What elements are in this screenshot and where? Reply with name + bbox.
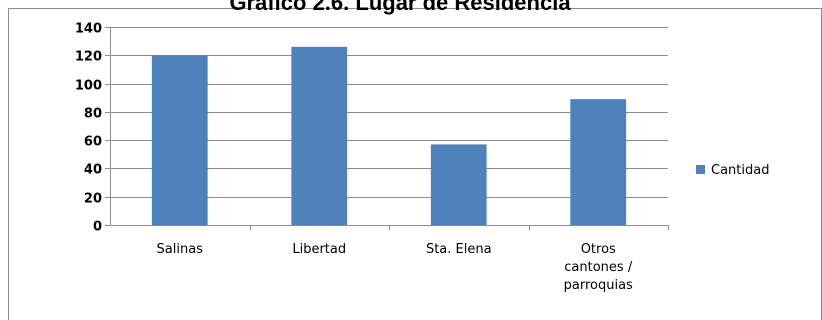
y-tick-label-3: 60	[84, 135, 102, 150]
y-tick-label-1: 20	[84, 192, 102, 207]
legend: Cantidad	[696, 163, 769, 178]
bars	[151, 46, 627, 226]
bar-2	[430, 144, 487, 225]
y-tick-label-0: 0	[93, 220, 102, 235]
legend-swatch	[696, 165, 705, 174]
bar-1	[291, 46, 348, 225]
x-tick-label-1: Libertad	[292, 242, 346, 257]
legend-label: Cantidad	[711, 163, 769, 178]
bar-0	[151, 55, 208, 226]
y-tick-label-4: 80	[84, 107, 102, 122]
chart-title: Gráfico 2.6. Lugar de Residencia	[229, 0, 571, 15]
x-tick-label-0: Salinas	[157, 242, 204, 257]
y-tick-label-2: 40	[84, 163, 102, 178]
x-tick-labels: Salinas Libertad Sta. Elena Otros cantones /…	[157, 242, 634, 293]
x-tick-label-2: Sta. Elena	[426, 242, 492, 257]
y-tick-label-5: 100	[75, 79, 102, 94]
x-tick-label-3: Otros cantones / parroquias	[564, 242, 633, 293]
y-tick-labels: 0 20 40 60 80 100 120 140	[75, 22, 102, 235]
y-tick-label-6: 120	[75, 50, 102, 65]
y-tick-label-7: 140	[75, 22, 102, 37]
axes	[105, 27, 669, 230]
bar-3	[570, 99, 627, 225]
